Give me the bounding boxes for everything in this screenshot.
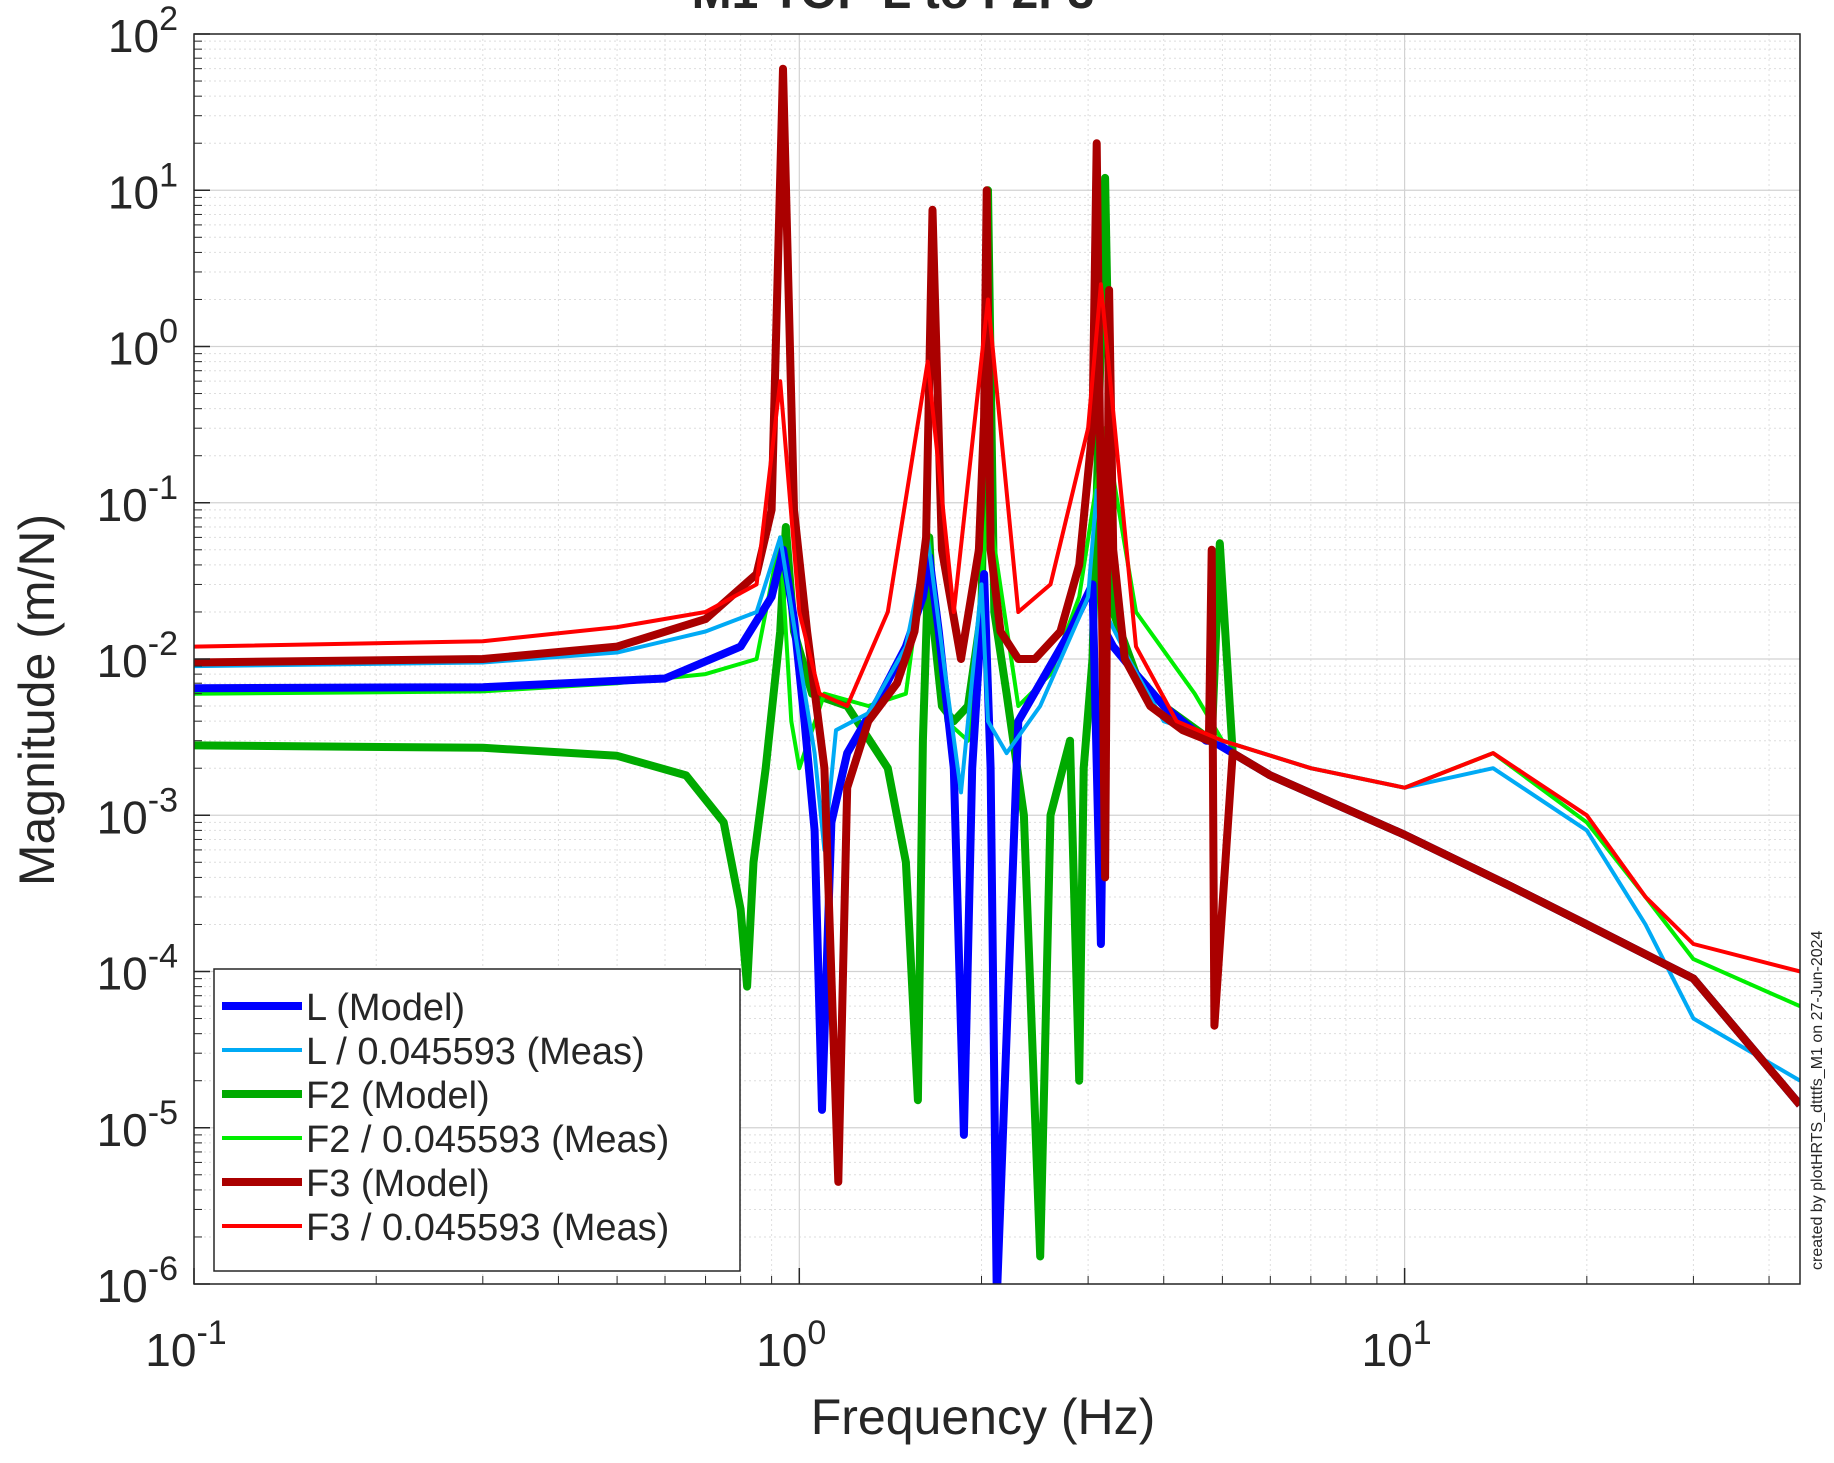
- series-line: [194, 282, 1800, 974]
- tick-labels: 10-1 100 101 10-6 10-5 10-4 10-3 10-2 10-1 100 101…: [97, 0, 1432, 1376]
- legend-label: F3 (Model): [306, 1163, 490, 1205]
- y-tick-label: 10-3: [97, 781, 178, 843]
- y-tick-label: 10-1: [97, 469, 178, 531]
- y-tick-label: 10-4: [97, 938, 178, 1000]
- y-tick-label: 10-2: [97, 625, 178, 687]
- legend-label: L / 0.045593 (Meas): [306, 1031, 645, 1073]
- y-tick-label: 102: [108, 0, 178, 62]
- tick-marks: [193, 33, 1770, 1285]
- y-tick-label: 10-6: [97, 1250, 178, 1312]
- created-by-annotation: created by plotHRTS_dtttfs_M1 on 27-Jun-…: [1809, 930, 1826, 1270]
- legend-box: [213, 968, 741, 1272]
- series-layer: [194, 64, 1800, 1284]
- legend-label: F3 / 0.045593 (Meas): [306, 1207, 669, 1249]
- x-tick-label: 100: [756, 1314, 826, 1376]
- y-tick-label: 101: [108, 156, 178, 218]
- legend-label: F2 (Model): [306, 1075, 490, 1117]
- y-axis-label: Magnitude (m/N): [9, 514, 65, 886]
- x-axis-label: Frequency (Hz): [811, 1389, 1156, 1445]
- y-tick-label: 100: [108, 313, 178, 375]
- chart-title: M1 TOP L to F2F3: [692, 0, 1095, 19]
- legend-label: L (Model): [306, 987, 465, 1029]
- series-line: [194, 64, 1800, 1186]
- x-tick-label: 101: [1362, 1314, 1432, 1376]
- series-line: [194, 426, 1800, 1009]
- y-tick-label: 10-5: [97, 1094, 178, 1156]
- legend: L (Model)L / 0.045593 (Meas)F2 (Model)F2…: [213, 968, 741, 1272]
- x-tick-label: 10-1: [145, 1314, 226, 1376]
- legend-label: F2 / 0.045593 (Meas): [306, 1119, 669, 1161]
